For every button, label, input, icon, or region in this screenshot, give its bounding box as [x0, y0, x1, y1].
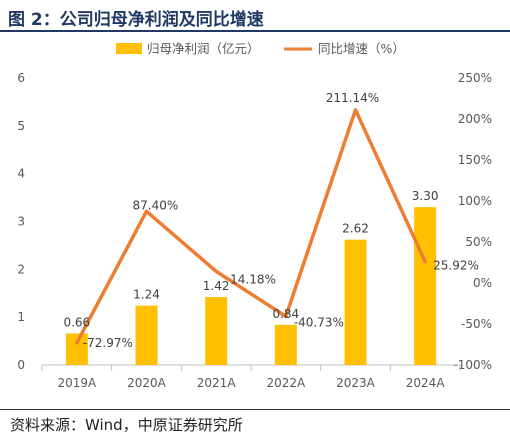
left-axis-tick-label: 6: [17, 71, 25, 85]
right-axis-tick-label: 100%: [458, 194, 492, 208]
chart: 归母净利润（亿元） 同比增速（%） 0 1 2 3 4 5 6 -100% -50% 0% 50%…: [17, 41, 492, 390]
left-axis-tick-label: 1: [17, 310, 25, 324]
bar-series: [65, 207, 437, 365]
growth-line: [75, 108, 427, 345]
legend-bar-label: 归母净利润（亿元）: [147, 41, 260, 56]
x-axis-tick-label: 2023A: [336, 376, 376, 390]
line-data-label: 14.18%: [230, 272, 276, 286]
left-axis-tick-label: 2: [17, 262, 25, 276]
bar: [205, 297, 228, 365]
x-axis-tick-label: 2021A: [197, 376, 237, 390]
right-axis-tick-label: -100%: [453, 358, 492, 372]
line-data-label: 87.40%: [133, 198, 179, 212]
x-axis-tick-label: 2024A: [406, 376, 446, 390]
bar: [274, 324, 297, 365]
legend-bar-swatch: [116, 43, 142, 54]
bar: [414, 207, 437, 365]
left-axis-tick-label: 4: [17, 167, 25, 181]
right-axis-tick-label: -50%: [461, 317, 492, 331]
figure-title: 图 2：公司归母净利润及同比增速: [8, 10, 264, 30]
title-rule: [0, 30, 510, 32]
right-axis: -100% -50% 0% 50% 100% 150% 200% 250%: [453, 71, 492, 372]
left-axis: 0 1 2 3 4 5 6: [17, 71, 25, 372]
bar: [135, 305, 158, 365]
legend: 归母净利润（亿元） 同比增速（%）: [116, 41, 405, 56]
bar: [344, 239, 367, 365]
line-data-label: 25.92%: [433, 259, 479, 273]
bar-data-label: 0.84: [272, 307, 299, 321]
bar-data-label: 3.30: [412, 189, 439, 203]
bar-data-labels: 0.66 1.24 1.42 0.84 2.62 3.30: [63, 189, 438, 329]
bar-data-label: 1.42: [203, 279, 230, 293]
left-axis-tick-label: 0: [17, 358, 25, 372]
bar-data-label: 2.62: [342, 222, 369, 236]
line-data-label: -72.97%: [83, 336, 133, 350]
bar-data-label: 1.24: [133, 288, 160, 302]
right-axis-tick-label: 150%: [458, 153, 492, 167]
x-axis-tick-label: 2019A: [57, 376, 97, 390]
right-axis-tick-label: 250%: [458, 71, 492, 85]
legend-line-label: 同比增速（%）: [318, 41, 405, 56]
source-rule: [0, 409, 510, 410]
bar-data-label: 0.66: [63, 315, 90, 329]
bar: [65, 333, 88, 365]
x-axis-tick-label: 2020A: [127, 376, 167, 390]
line-data-labels: -72.97% 87.40% 14.18% -40.73% 211.14% 25.92%: [83, 91, 479, 350]
right-axis-tick-label: 200%: [458, 112, 492, 126]
left-axis-tick-label: 3: [17, 215, 25, 229]
left-axis-tick-label: 5: [17, 119, 25, 133]
x-axis-tick-label: 2022A: [266, 376, 306, 390]
line-data-label: -40.73%: [294, 315, 344, 329]
right-axis-tick-label: 50%: [465, 235, 492, 249]
line-data-label: 211.14%: [326, 91, 379, 105]
x-axis: 2019A 2020A 2021A 2022A 2023A 2024A: [41, 364, 461, 390]
source-note: 资料来源：Wind，中原证券研究所: [10, 416, 243, 434]
line-series: [75, 108, 427, 345]
right-axis-tick-label: 0%: [473, 276, 492, 290]
